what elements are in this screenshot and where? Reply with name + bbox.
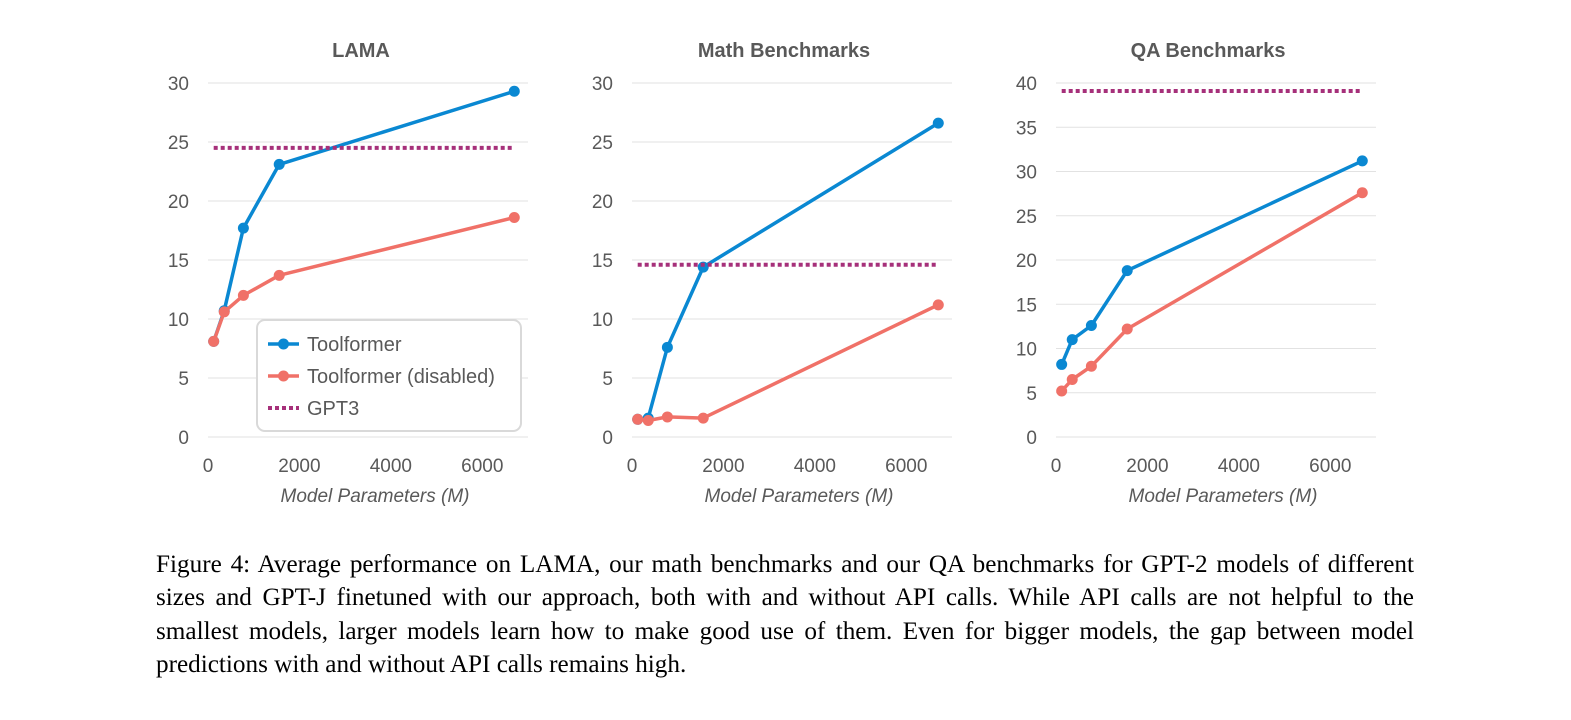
data-point-toolformer_disabled [1121, 323, 1133, 335]
x-tick-label: 4000 [794, 456, 836, 477]
data-point-toolformer [1066, 334, 1078, 346]
y-tick-label: 25 [592, 133, 613, 154]
data-point-toolformer_disabled [632, 413, 644, 425]
data-point-toolformer [1056, 358, 1068, 370]
chart-title: QA Benchmarks [1131, 40, 1286, 62]
x-tick-label: 2000 [1126, 456, 1168, 477]
y-tick-label: 40 [1016, 74, 1037, 95]
y-tick-label: 25 [168, 133, 189, 154]
y-tick-label: 10 [592, 310, 613, 331]
data-point-toolformer_disabled [1356, 187, 1368, 199]
y-tick-label: 35 [1016, 118, 1037, 139]
series-line-toolformer [212, 89, 515, 342]
data-point-toolformer_disabled [208, 335, 220, 347]
series-line-toolformer [1060, 159, 1364, 366]
series-line-toolformer_disabled [637, 303, 940, 423]
x-tick-label: 2000 [702, 456, 744, 477]
y-tick-label: 15 [168, 251, 189, 272]
y-tick-label: 20 [1016, 251, 1037, 272]
y-tick-label: 15 [592, 251, 613, 272]
legend-box [256, 319, 522, 432]
figure-caption: Figure 4: Average performance on LAMA, o… [156, 551, 1414, 678]
data-point-toolformer_disabled [1056, 385, 1068, 397]
data-point-toolformer [237, 222, 249, 234]
data-point-toolformer_disabled [661, 411, 673, 423]
y-tick-label: 20 [168, 192, 189, 213]
legend: Toolformer Toolformer (disabled) GPT3 [256, 319, 522, 432]
y-tick-label: 10 [1016, 340, 1037, 361]
x-tick-label: 0 [627, 456, 638, 477]
legend-label: GPT3 [307, 398, 359, 420]
data-point-toolformer_disabled [508, 212, 520, 224]
data-point-toolformer_disabled [1085, 360, 1097, 372]
x-tick-label: 6000 [1309, 456, 1351, 477]
legend-marker-toolformer_disabled [278, 370, 289, 382]
data-point-toolformer [1085, 319, 1097, 331]
chart-panel-1: LAMA 0 5 10 15 20 25 30 0 2000 4000 6000 Model Param… [168, 40, 528, 507]
data-point-toolformer [932, 117, 944, 129]
legend-label: Toolformer [307, 334, 402, 356]
y-tick-label: 25 [1016, 207, 1037, 228]
data-point-toolformer_disabled [237, 289, 249, 301]
data-point-toolformer_disabled [697, 412, 709, 424]
data-point-toolformer [697, 261, 709, 273]
y-tick-label: 15 [1016, 295, 1037, 316]
x-axis-label: Model Parameters (M) [705, 486, 894, 507]
data-point-toolformer_disabled [932, 299, 944, 311]
data-point-toolformer [1121, 265, 1133, 277]
chart-title: Math Benchmarks [698, 40, 870, 62]
x-axis-label: Model Parameters (M) [281, 486, 470, 507]
y-tick-label: 20 [592, 192, 613, 213]
y-tick-label: 5 [178, 369, 189, 390]
y-tick-label: 30 [168, 74, 189, 95]
y-tick-label: 0 [1026, 428, 1037, 449]
data-point-toolformer [661, 341, 673, 353]
y-tick-label: 5 [602, 369, 613, 390]
data-point-toolformer [508, 85, 520, 97]
data-point-toolformer [273, 158, 285, 170]
chart-panel-2: Math Benchmarks 0 5 10 15 20 25 30 0 2000 4000 6000… [592, 40, 952, 507]
chart-title: LAMA [332, 40, 390, 62]
x-tick-label: 0 [1051, 456, 1062, 477]
y-tick-label: 0 [602, 428, 613, 449]
x-tick-label: 4000 [1218, 456, 1260, 477]
data-point-toolformer_disabled [218, 306, 230, 318]
series-line-toolformer [637, 121, 940, 422]
x-axis-label: Model Parameters (M) [1129, 486, 1318, 507]
x-tick-label: 6000 [461, 456, 503, 477]
y-tick-label: 5 [1026, 384, 1037, 405]
x-tick-label: 6000 [885, 456, 927, 477]
data-point-toolformer_disabled [642, 414, 654, 426]
x-tick-label: 4000 [370, 456, 412, 477]
y-tick-label: 30 [1016, 163, 1037, 184]
y-tick-label: 10 [168, 310, 189, 331]
x-tick-label: 0 [203, 456, 214, 477]
y-tick-label: 30 [592, 74, 613, 95]
legend-label: Toolformer (disabled) [307, 366, 495, 388]
data-point-toolformer [1356, 155, 1368, 167]
legend-marker-toolformer [278, 338, 289, 350]
chart-panel-3: QA Benchmarks 0 5 10 15 20 25 30 35 40 0 2000 4000 60… [1016, 40, 1376, 507]
series-line-toolformer_disabled [1060, 191, 1364, 393]
data-point-toolformer_disabled [1066, 373, 1078, 385]
data-point-toolformer_disabled [273, 269, 285, 281]
y-tick-label: 0 [178, 428, 189, 449]
x-tick-label: 2000 [278, 456, 320, 477]
